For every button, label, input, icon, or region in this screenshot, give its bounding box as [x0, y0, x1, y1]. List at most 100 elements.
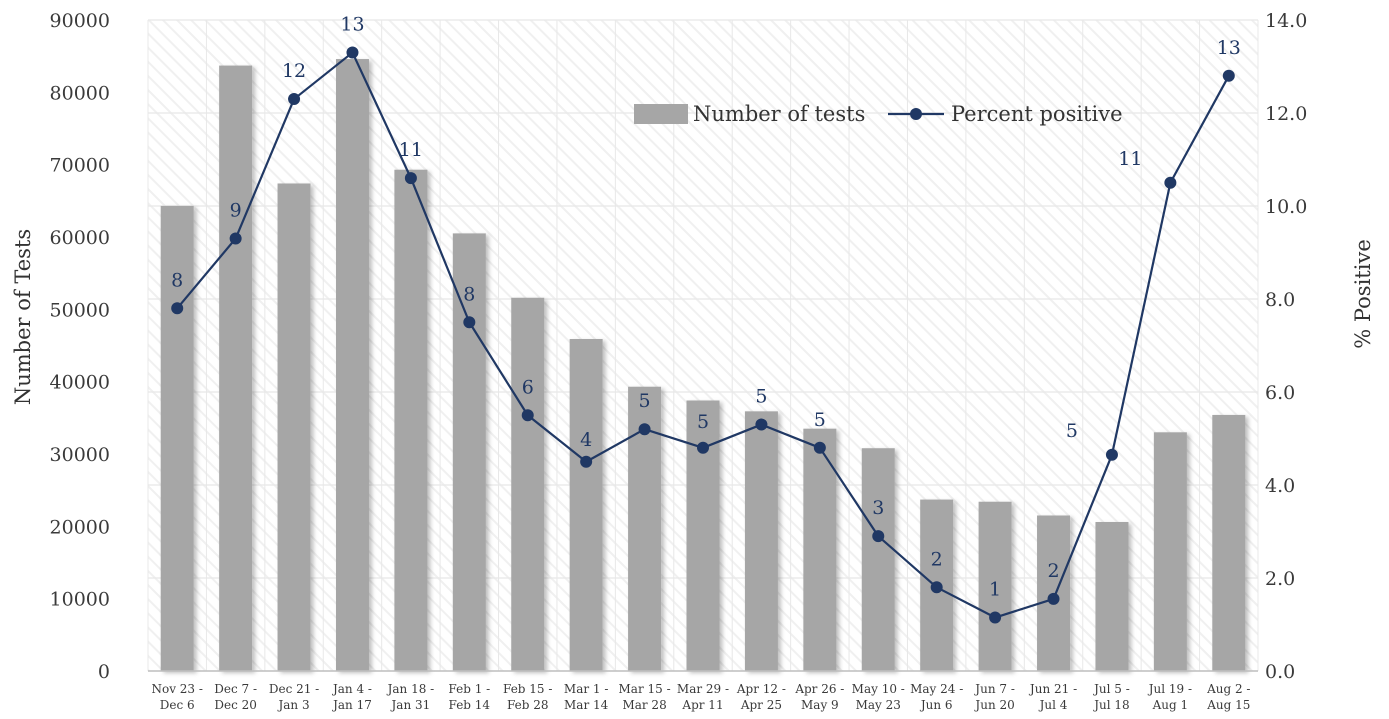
left-y-tick-label: 70000	[50, 155, 110, 177]
line-point	[697, 441, 709, 454]
data-label: 5	[697, 411, 709, 433]
legend-label-bars: Number of tests	[693, 102, 865, 126]
data-label: 3	[872, 497, 884, 519]
x-tick-label: Jul 5 - Jul 18	[1092, 682, 1130, 712]
bar	[394, 169, 428, 672]
x-tick-label-line2: May 23	[856, 698, 901, 712]
data-label: 11	[1118, 148, 1142, 170]
data-label: 5	[755, 386, 767, 408]
x-tick-label-line1: Aug 2 -	[1206, 682, 1250, 696]
left-y-tick-label: 90000	[50, 10, 110, 32]
line-point	[1222, 69, 1235, 82]
legend: Number of tests Percent positive	[634, 102, 1123, 126]
data-label: 5	[639, 390, 651, 412]
x-tick-label-line1: Mar 29 -	[677, 682, 729, 696]
x-tick-label-line2: Feb 28	[507, 698, 549, 712]
line-point	[580, 455, 593, 468]
line-point	[463, 316, 476, 329]
x-tick-label: Aug 2 - Aug 15	[1206, 682, 1250, 712]
data-label: 2	[1047, 560, 1059, 582]
line-point	[1105, 448, 1118, 461]
bar	[803, 428, 837, 671]
data-label: 5	[814, 409, 826, 431]
x-tick-label-line2: Jul 18	[1092, 698, 1129, 712]
x-tick-label-line1: Mar 15 -	[619, 682, 671, 696]
axes: 0 10000 20000 30000 40000 50000 60000 70000 8000…	[11, 10, 1375, 712]
x-tick-label-line1: Feb 15 -	[503, 682, 552, 696]
x-tick-label-line2: Aug 1	[1152, 698, 1189, 712]
line-point	[346, 46, 359, 59]
x-tick-label-line2: Feb 14	[449, 698, 491, 712]
right-y-axis-title: % Positive	[1351, 239, 1375, 349]
bar	[160, 205, 194, 671]
x-tick-label: Mar 1 - Mar 14	[564, 682, 609, 712]
line-point	[872, 530, 885, 543]
right-y-tick-label: 6.0	[1265, 382, 1295, 404]
line-point	[288, 93, 301, 106]
x-tick-label-line2: May 9	[801, 698, 839, 712]
x-tick-label-line2: Apr 25	[740, 698, 782, 712]
x-tick-label-line1: Jul 19 -	[1147, 682, 1192, 696]
left-y-tick-label: 30000	[50, 444, 110, 466]
bar	[861, 448, 895, 671]
line-point	[171, 302, 184, 315]
right-y-tick-label: 14.0	[1265, 10, 1307, 32]
bar	[569, 338, 603, 671]
line-point	[521, 409, 534, 422]
x-tick-label-line2: Jan 31	[390, 698, 431, 712]
legend-swatch-bars	[634, 104, 688, 124]
x-tick-label: Apr 12 - Apr 25	[736, 682, 786, 712]
left-y-tick-label: 20000	[50, 516, 110, 538]
x-tick-label: Jan 4 - Jan 17	[331, 682, 372, 712]
x-tick-label: Dec 7 - Dec 20	[214, 682, 257, 712]
x-tick-label: Feb 1 - Feb 14	[448, 682, 490, 712]
bar	[744, 411, 778, 671]
right-y-tick-label: 2.0	[1265, 568, 1295, 590]
data-label: 6	[522, 376, 534, 398]
bar	[1095, 521, 1129, 671]
line-point	[930, 581, 943, 594]
x-tick-label-line2: Jun 6	[919, 698, 953, 712]
right-y-tick-label: 0.0	[1265, 661, 1295, 683]
gridlines	[147, 19, 1259, 672]
data-label: 4	[580, 429, 592, 451]
line-point	[813, 441, 826, 454]
bar	[686, 400, 720, 671]
left-y-tick-label: 50000	[50, 299, 110, 321]
data-label: 5	[1066, 420, 1078, 442]
line-series	[171, 46, 1235, 624]
x-tick-label-line1: Jun 21 -	[1028, 682, 1077, 696]
x-tick-label-line2: Apr 11	[681, 698, 723, 712]
x-tick-label: Mar 15 - Mar 28	[619, 682, 671, 712]
data-label: 8	[463, 283, 475, 305]
x-tick-label: May 10 - May 23	[852, 682, 905, 712]
legend-swatch-marker	[910, 108, 922, 120]
x-tick-label-line1: Jun 7 -	[973, 682, 1015, 696]
x-tick-label-line2: Jun 20	[973, 698, 1014, 712]
x-tick-label-line1: Feb 1 -	[448, 682, 490, 696]
line-point	[638, 423, 651, 436]
x-tick-label: Mar 29 - Apr 11	[677, 682, 729, 712]
data-label: 9	[230, 200, 242, 222]
bar	[219, 65, 253, 671]
x-tick-label: Apr 26 - May 9	[794, 682, 844, 712]
data-label: 1	[989, 579, 1001, 601]
x-tick-label-line1: Apr 26 -	[794, 682, 844, 696]
bar	[277, 183, 311, 671]
x-tick-label: Jan 18 - Jan 31	[386, 682, 435, 712]
x-tick-label-line1: Mar 1 -	[564, 682, 609, 696]
data-label: 13	[340, 14, 364, 36]
x-tick-label-line2: Mar 14	[564, 698, 609, 712]
x-tick-label-line1: May 24 -	[910, 682, 963, 696]
left-y-axis-title: Number of Tests	[11, 229, 35, 405]
left-y-tick-label: 0	[98, 661, 110, 683]
x-tick-label-line1: Nov 23 -	[151, 682, 202, 696]
x-tick-label-line2: Dec 6	[160, 698, 195, 712]
right-y-tick-label: 10.0	[1265, 196, 1307, 218]
data-label: 12	[282, 60, 306, 82]
right-y-tick-label: 8.0	[1265, 289, 1295, 311]
x-tick-label-line2: Mar 28	[622, 698, 666, 712]
x-tick-label-line1: Dec 7 -	[214, 682, 257, 696]
line-point	[755, 418, 768, 431]
